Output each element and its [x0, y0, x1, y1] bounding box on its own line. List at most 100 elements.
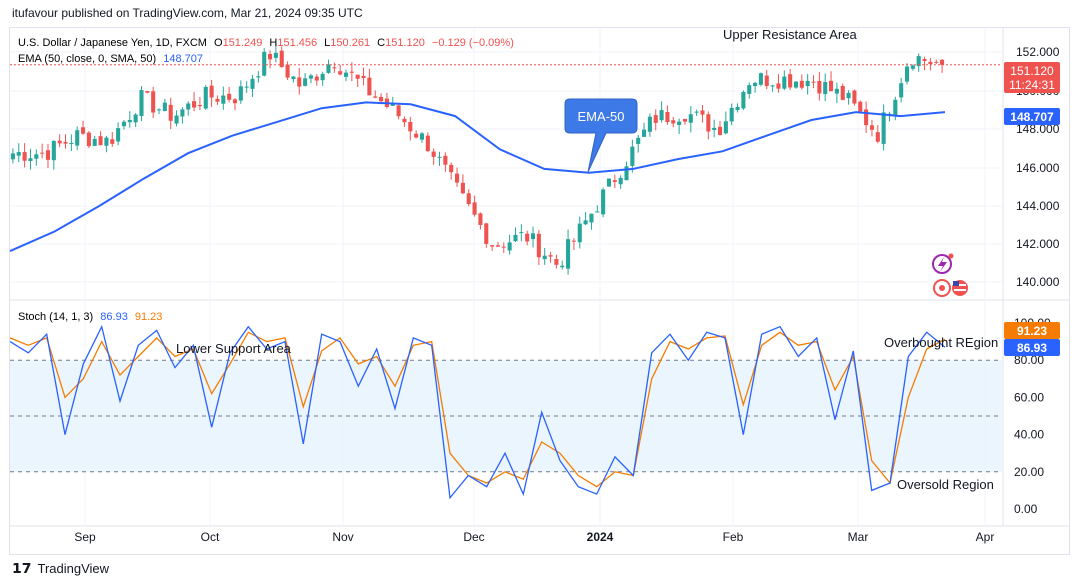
candle-body[interactable] [484, 223, 489, 244]
candle-body[interactable] [268, 53, 273, 60]
candle-body[interactable] [764, 75, 769, 86]
candle-body[interactable] [373, 96, 378, 98]
candle-body[interactable] [852, 90, 857, 104]
candle-body[interactable] [51, 140, 56, 161]
candle-body[interactable] [151, 91, 156, 113]
candle-body[interactable] [501, 246, 506, 248]
candle-body[interactable] [168, 104, 173, 121]
candle-body[interactable] [513, 234, 518, 242]
candle-body[interactable] [256, 76, 261, 78]
candle-body[interactable] [396, 105, 401, 117]
candle-body[interactable] [817, 81, 822, 94]
candle-body[interactable] [262, 51, 267, 76]
candle-body[interactable] [910, 65, 915, 69]
candle-body[interactable] [735, 106, 740, 110]
candle-body[interactable] [753, 82, 758, 87]
candle-body[interactable] [899, 83, 904, 98]
candle-body[interactable] [694, 111, 699, 113]
candle-body[interactable] [203, 86, 208, 109]
candle-body[interactable] [197, 104, 202, 107]
candle-body[interactable] [864, 109, 869, 126]
candle-body[interactable] [642, 129, 647, 137]
candle-body[interactable] [624, 166, 629, 181]
candle-body[interactable] [291, 76, 296, 80]
candle-body[interactable] [57, 140, 62, 144]
candle-body[interactable] [34, 154, 39, 159]
candle-body[interactable] [244, 86, 249, 88]
candle-body[interactable] [671, 120, 676, 124]
candle-body[interactable] [279, 50, 284, 67]
candle-body[interactable] [343, 72, 349, 77]
candle-body[interactable] [443, 155, 448, 165]
candle-body[interactable] [478, 213, 483, 225]
candle-body[interactable] [811, 81, 816, 83]
candle-body[interactable] [747, 85, 752, 94]
candle-body[interactable] [238, 86, 243, 101]
candle-body[interactable] [16, 152, 21, 156]
candle-body[interactable] [75, 130, 80, 146]
candle-body[interactable] [98, 136, 103, 146]
candle-body[interactable] [507, 242, 512, 251]
candle-body[interactable] [455, 173, 460, 183]
candle-body[interactable] [349, 71, 354, 73]
candle-body[interactable] [560, 265, 565, 268]
candle-body[interactable] [495, 245, 500, 247]
candle-body[interactable] [916, 56, 921, 67]
candle-body[interactable] [782, 76, 787, 89]
candle-body[interactable] [893, 99, 898, 117]
candle-body[interactable] [408, 121, 413, 132]
candle-body[interactable] [519, 232, 524, 234]
candle-body[interactable] [232, 99, 238, 104]
candle-body[interactable] [338, 71, 343, 75]
candle-body[interactable] [133, 114, 138, 123]
candle-body[interactable] [799, 80, 804, 88]
candle-body[interactable] [332, 67, 337, 69]
candle-body[interactable] [209, 85, 214, 98]
candle-body[interactable] [156, 109, 162, 111]
candle-body[interactable] [922, 58, 927, 62]
candle-body[interactable] [717, 126, 723, 136]
candle-body[interactable] [729, 107, 734, 122]
candle-body[interactable] [162, 102, 167, 112]
candle-body[interactable] [647, 116, 652, 132]
candle-body[interactable] [630, 146, 635, 166]
candle-body[interactable] [308, 75, 313, 79]
candle-body[interactable] [554, 259, 559, 265]
candle-body[interactable] [425, 135, 430, 152]
candle-body[interactable] [805, 80, 810, 87]
candle-body[interactable] [63, 141, 68, 144]
candle-body[interactable] [706, 114, 711, 132]
candle-body[interactable] [314, 76, 319, 81]
candle-body[interactable] [525, 233, 530, 242]
candle-body[interactable] [285, 64, 290, 78]
candle-body[interactable] [273, 52, 278, 58]
candle-body[interactable] [145, 91, 150, 93]
candle-body[interactable] [326, 64, 331, 73]
candle-body[interactable] [577, 223, 582, 243]
candle-body[interactable] [653, 115, 658, 123]
candle-body[interactable] [227, 93, 232, 100]
candle-body[interactable] [834, 88, 839, 94]
candle-body[interactable] [601, 189, 606, 215]
candle-body[interactable] [875, 132, 880, 142]
candle-body[interactable] [904, 66, 910, 82]
candle-body[interactable] [659, 110, 664, 121]
candle-body[interactable] [250, 78, 255, 89]
candle-body[interactable] [770, 85, 775, 87]
candle-body[interactable] [490, 245, 495, 247]
candle-body[interactable] [793, 81, 799, 88]
candle-body[interactable] [548, 255, 553, 257]
candle-body[interactable] [180, 109, 185, 117]
candle-body[interactable] [466, 193, 471, 205]
candles[interactable] [10, 43, 945, 275]
stoch-k-line[interactable] [9, 324, 946, 500]
candle-body[interactable] [45, 150, 51, 160]
candle-body[interactable] [174, 115, 179, 124]
candle-body[interactable] [437, 156, 442, 158]
candle-body[interactable] [881, 112, 886, 144]
candle-body[interactable] [81, 127, 86, 134]
candle-body[interactable] [116, 128, 121, 142]
candle-body[interactable] [186, 103, 191, 110]
candle-body[interactable] [320, 73, 325, 81]
event-icons[interactable] [932, 253, 968, 297]
